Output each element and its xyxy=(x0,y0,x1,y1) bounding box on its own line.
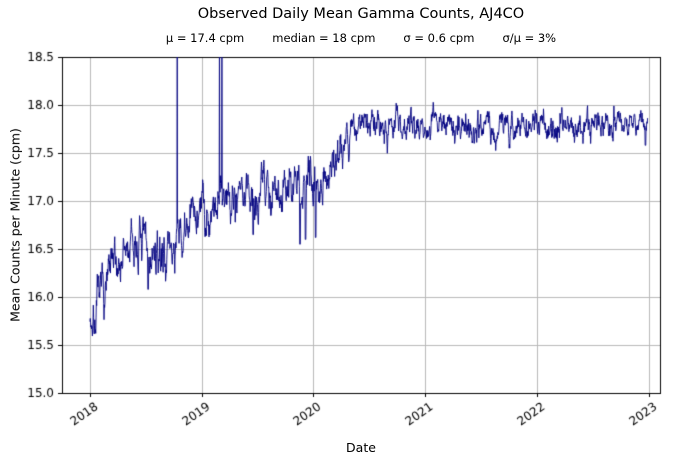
x-axis-label: Date xyxy=(346,440,376,455)
chart-title: Observed Daily Mean Gamma Counts, AJ4CO xyxy=(197,6,525,22)
y-axis-label: Mean Counts per Minute (cpm) xyxy=(7,128,23,322)
stat-sigma: σ = 0.6 cpm xyxy=(403,31,475,45)
chart-stats: μ = 17.4 cpm median = 18 cpm σ = 0.6 cpm σ/… xyxy=(62,31,660,45)
stat-sigma-over-mu: σ/μ = 3% xyxy=(502,31,557,45)
stat-median: median = 18 cpm xyxy=(272,31,376,45)
stat-mean: μ = 17.4 cpm xyxy=(165,31,245,45)
